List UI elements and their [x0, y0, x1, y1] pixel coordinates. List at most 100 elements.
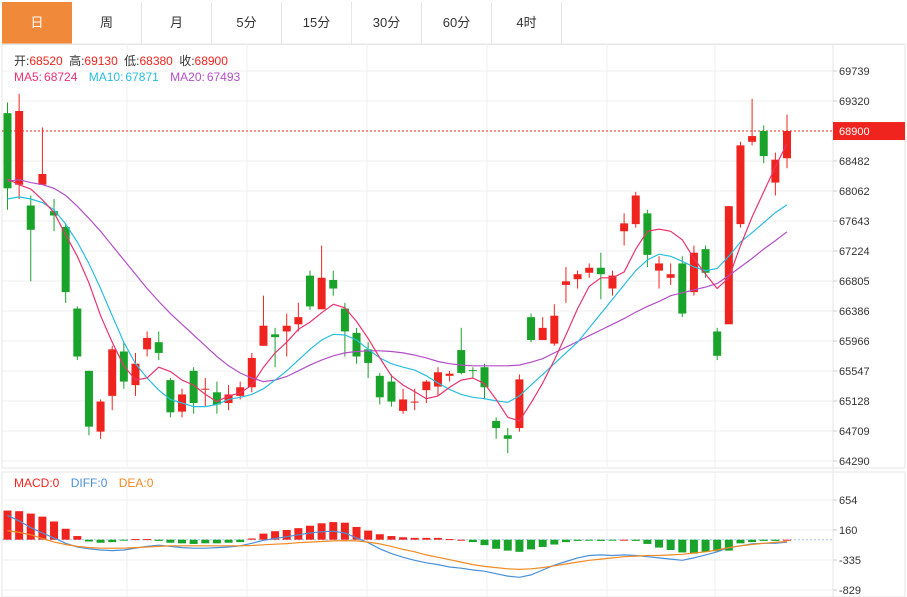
- macd-bar: [445, 539, 454, 541]
- candle-body: [713, 331, 722, 356]
- macd-tick-label: 654: [839, 495, 857, 507]
- macd-bar: [666, 539, 675, 551]
- candle-body: [550, 315, 559, 344]
- ma20-line: [7, 179, 788, 383]
- candle-body: [701, 249, 710, 273]
- candle-body: [433, 372, 442, 387]
- open-value: 68520: [29, 54, 63, 68]
- candle-body: [189, 370, 198, 404]
- candle-body: [38, 173, 47, 185]
- price-tick-label: 67224: [839, 246, 870, 258]
- macd-bar: [503, 539, 512, 551]
- macd-bar: [201, 539, 210, 544]
- macd-bar: [3, 510, 12, 540]
- tab-4hour[interactable]: 4时: [492, 2, 562, 44]
- tab-60min[interactable]: 60分: [422, 2, 492, 44]
- macd-bar: [724, 539, 733, 551]
- macd-bar: [375, 534, 384, 540]
- candle-body: [503, 435, 512, 439]
- ma5-line: [7, 143, 788, 422]
- ohlc-info: 开:68520 高:69130 低:68380 收:68900: [14, 52, 231, 69]
- macd-bar: [585, 539, 594, 541]
- main-frame: [1, 43, 906, 469]
- macd-bar: [410, 537, 419, 540]
- candle-body: [352, 332, 361, 357]
- candle-body: [236, 387, 245, 396]
- candle-body: [771, 159, 780, 183]
- macd-bar: [364, 530, 373, 540]
- candle-body: [259, 325, 268, 346]
- macd-bar: [15, 511, 24, 540]
- price-tick-label: 68482: [839, 156, 870, 168]
- candle-body: [271, 334, 280, 338]
- tab-month[interactable]: 月: [142, 2, 212, 44]
- tab-30min[interactable]: 30分: [352, 2, 422, 44]
- open-label: 开:: [14, 54, 30, 68]
- ma10-value: 67871: [125, 70, 159, 84]
- macd-bar: [527, 539, 536, 550]
- macd-bar: [515, 539, 524, 552]
- macd-bar: [96, 539, 105, 543]
- macd-bar: [166, 539, 175, 543]
- close-value: 68900: [194, 54, 228, 68]
- macd-bar: [596, 539, 605, 541]
- macd-label: MACD:: [14, 476, 53, 490]
- price-tick-label: 64290: [839, 456, 870, 468]
- candle-body: [294, 317, 303, 325]
- candle-body: [573, 274, 582, 280]
- macd-bar: [783, 539, 791, 541]
- candle-body: [748, 136, 757, 142]
- macd-bar: [457, 539, 466, 541]
- candle-body: [84, 370, 93, 427]
- macd-bar: [224, 539, 233, 543]
- macd-bar: [655, 539, 664, 548]
- tab-5min[interactable]: 5分: [212, 2, 282, 44]
- macd-bar: [620, 539, 629, 541]
- candle-body: [26, 205, 35, 230]
- macd-bar: [561, 539, 570, 543]
- macd-bar: [143, 539, 152, 541]
- ma-info: MA5: 68724 MA10: 67871 MA20: 67493: [14, 70, 243, 84]
- macd-bar: [154, 539, 163, 541]
- macd-bar: [119, 539, 128, 541]
- macd-bar: [480, 539, 489, 546]
- high-label: 高:: [69, 54, 85, 68]
- candle-body: [340, 308, 349, 332]
- candle-body: [61, 226, 70, 293]
- candle-body: [631, 195, 640, 225]
- macd-bar: [643, 539, 652, 544]
- price-tick-label: 69320: [839, 96, 870, 108]
- tab-week[interactable]: 周: [72, 2, 142, 44]
- dea-label: DEA:: [118, 476, 147, 490]
- diff-value: 0: [100, 476, 108, 490]
- candle-body: [736, 145, 745, 225]
- close-label: 收:: [179, 54, 195, 68]
- candle-body: [445, 373, 454, 376]
- macd-bar: [131, 539, 140, 541]
- tab-15min[interactable]: 15分: [282, 2, 352, 44]
- macd-bar: [108, 539, 117, 543]
- macd-bar: [84, 539, 93, 542]
- candle-body: [15, 111, 24, 185]
- high-value: 69130: [84, 54, 118, 68]
- macd-bar: [736, 539, 745, 544]
- macd-bar: [468, 539, 477, 543]
- candle-body: [247, 357, 256, 388]
- candle-body: [201, 388, 210, 390]
- candle-body: [655, 263, 664, 271]
- macd-bar: [573, 539, 582, 541]
- macd-bar: [247, 538, 256, 540]
- price-tick-label: 64709: [839, 426, 870, 438]
- candle-body: [561, 281, 570, 285]
- candle-body: [73, 308, 82, 357]
- candle-body: [608, 275, 617, 289]
- price-tick-label: 69739: [839, 66, 870, 78]
- macd-frame: [1, 471, 906, 597]
- macd-bar: [433, 537, 442, 540]
- macd-bar: [701, 539, 710, 552]
- macd-tick-label: -335: [839, 555, 861, 567]
- price-tick-label: 65128: [839, 396, 870, 408]
- candle-body: [724, 206, 733, 325]
- tab-day[interactable]: 日: [2, 2, 72, 44]
